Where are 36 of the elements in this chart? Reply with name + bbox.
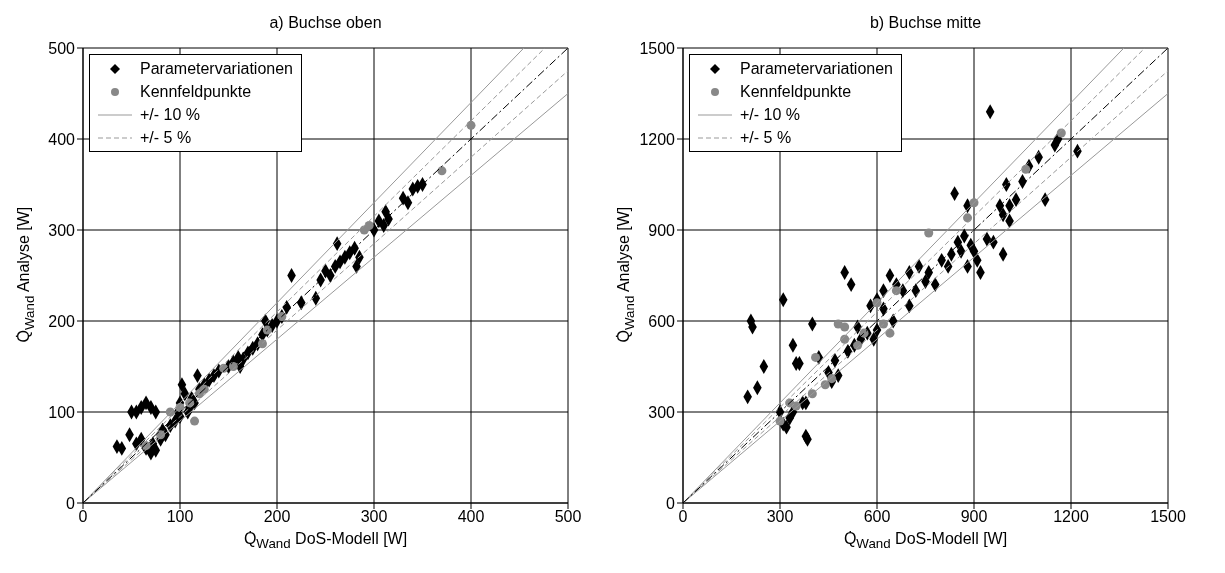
y-tick-label: 1500 xyxy=(639,39,676,57)
y-tick-label: 600 xyxy=(648,312,676,330)
y-tick-label: 500 xyxy=(48,39,76,57)
legend-label: +/- 10 % xyxy=(740,105,801,125)
legend-label: +/- 10 % xyxy=(140,105,201,125)
x-tick-label: 0 xyxy=(78,508,88,526)
legend-label: +/- 5 % xyxy=(140,128,192,148)
x-tick-label: 900 xyxy=(960,508,988,526)
x-tick-label: 500 xyxy=(554,508,582,526)
x-tick-label: 100 xyxy=(166,508,194,526)
x-tick-label: 600 xyxy=(863,508,891,526)
x-tick-label: 1500 xyxy=(1150,508,1186,526)
x-tick-label: 400 xyxy=(457,508,485,526)
legend-label: Kennfeldpunkte xyxy=(740,82,852,102)
x-tick-label: 300 xyxy=(766,508,794,526)
y-tick-label: 1200 xyxy=(639,130,676,148)
y-tick-label: 400 xyxy=(48,130,76,148)
y-tick-label: 300 xyxy=(48,221,76,239)
x-axis-title: Q̇$_{Wand}$ DoS-Modell [W] xyxy=(842,530,1009,552)
y-tick-label: 100 xyxy=(48,403,76,421)
y-tick-label: 0 xyxy=(66,494,76,512)
legend-label: Parametervariationen xyxy=(140,59,293,79)
x-axis-title: Q̇$_{Wand}$ DoS-Modell [W] xyxy=(242,530,409,552)
x-tick-label: 300 xyxy=(360,508,388,526)
x-tick-label: 1200 xyxy=(1053,508,1089,526)
legend-label: Kennfeldpunkte xyxy=(140,82,252,102)
x-tick-label: 200 xyxy=(263,508,291,526)
y-tick-label: 300 xyxy=(648,403,676,421)
legend-label: +/- 5 % xyxy=(740,128,792,148)
legend-label: Parametervariationen xyxy=(740,59,893,79)
chart-title: a) Buchse oben xyxy=(268,13,383,33)
y-tick-label: 200 xyxy=(48,312,76,330)
chart-title: b) Buchse mitte xyxy=(868,13,983,33)
y-tick-label: 0 xyxy=(666,494,676,512)
x-tick-label: 0 xyxy=(678,508,688,526)
y-tick-label: 900 xyxy=(648,221,676,239)
